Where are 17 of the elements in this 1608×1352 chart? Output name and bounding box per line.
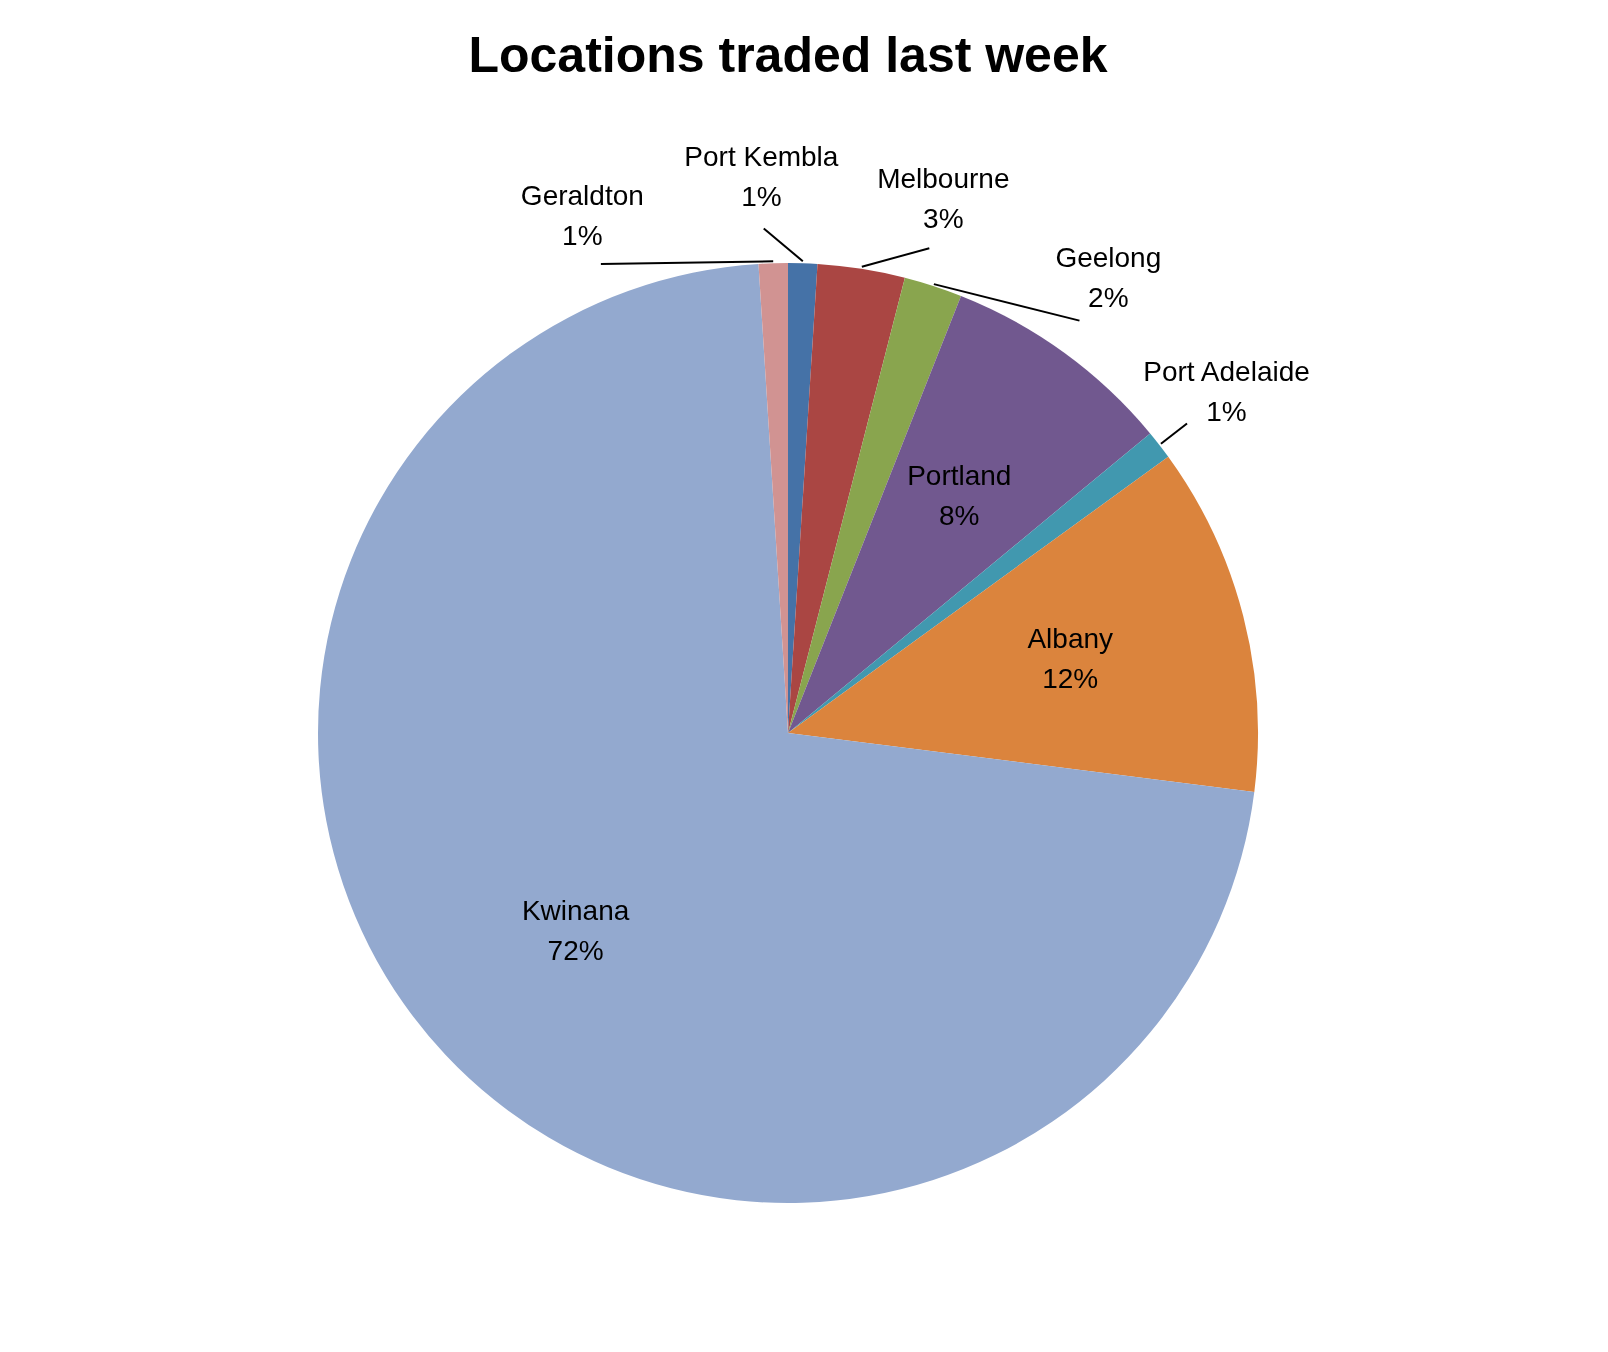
data-label: 8% (939, 499, 980, 531)
chart-title: Locations traded last week (468, 26, 1108, 83)
data-label: 1% (562, 220, 603, 252)
data-label: 1% (1206, 395, 1247, 427)
slice-label: Geraldton (520, 180, 644, 212)
slice-label: Portland (907, 459, 1012, 491)
data-label: 1% (741, 181, 782, 213)
data-label: 72% (547, 935, 604, 967)
slice-label: Geelong (1055, 242, 1162, 274)
data-label: 2% (1088, 282, 1129, 314)
data-label: 12% (1042, 663, 1099, 695)
slice-label: Albany (1027, 623, 1114, 655)
slice-label: Port Kembla (684, 141, 839, 173)
slice-label: Kwinana (521, 895, 630, 927)
data-label: 3% (923, 202, 964, 234)
slice-label: Melbourne (877, 162, 1010, 194)
slice-label: Port Adelaide (1143, 355, 1310, 387)
